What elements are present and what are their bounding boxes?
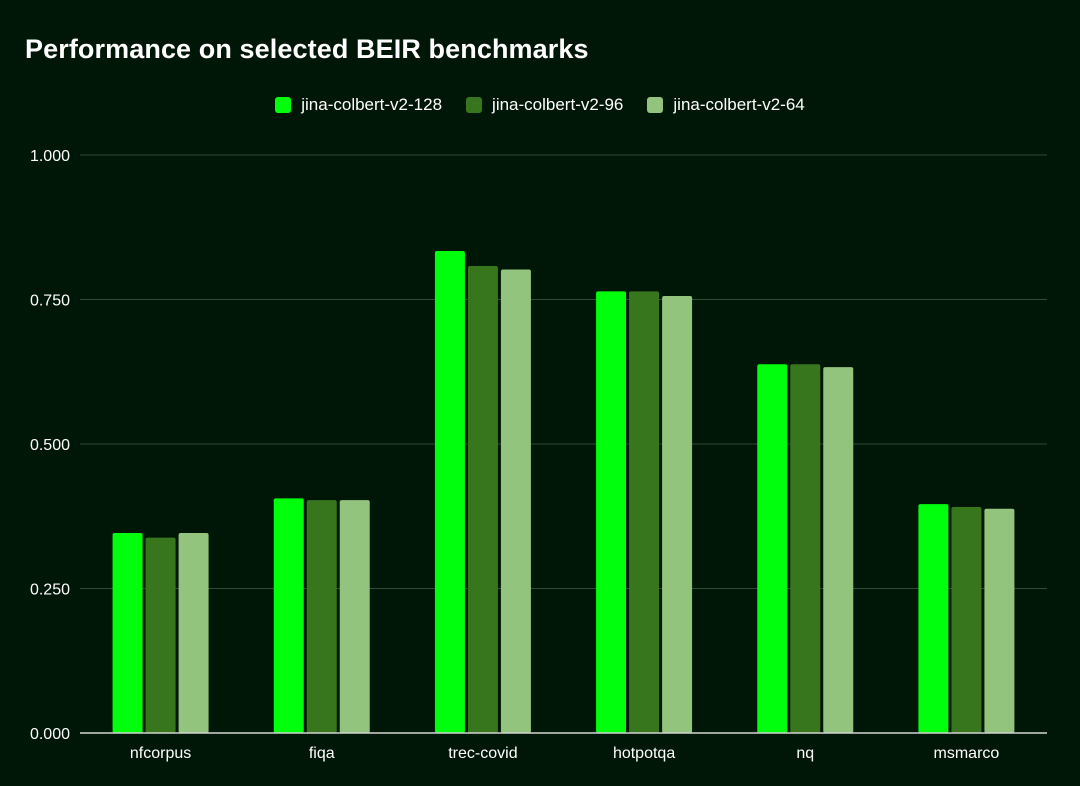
y-tick-label: 0.500 (30, 437, 70, 454)
legend-swatch-64 (647, 97, 664, 113)
chart-title: Performance on selected BEIR benchmarks (25, 34, 589, 64)
bar[interactable] (273, 498, 304, 733)
legend-item-128[interactable]: jina-colbert-v2-128 (275, 95, 442, 115)
x-tick-label: nfcorpus (130, 745, 191, 762)
legend-item-64[interactable]: jina-colbert-v2-64 (647, 95, 805, 115)
y-tick-label: 0.250 (30, 582, 70, 599)
legend-label-128: jina-colbert-v2-128 (301, 95, 443, 114)
bar[interactable] (145, 537, 176, 733)
bar[interactable] (306, 500, 337, 733)
bar[interactable] (662, 296, 693, 733)
y-tick-label: 1.000 (30, 148, 70, 165)
x-tick-label: fiqa (309, 745, 335, 762)
x-tick-label: msmarco (934, 745, 1000, 762)
bar[interactable] (790, 364, 821, 733)
x-tick-label: nq (796, 745, 814, 762)
bar[interactable] (823, 367, 854, 733)
legend-item-96[interactable]: jina-colbert-v2-96 (466, 95, 623, 115)
bar[interactable] (112, 533, 143, 733)
x-tick-label: trec-covid (448, 745, 517, 762)
bar[interactable] (629, 291, 660, 733)
bar[interactable] (500, 269, 531, 733)
legend-label-64: jina-colbert-v2-64 (673, 95, 805, 114)
legend-swatch-128 (275, 97, 292, 113)
x-tick-label: hotpotqa (613, 745, 675, 762)
bar[interactable] (757, 364, 788, 733)
bar[interactable] (434, 250, 465, 733)
bar[interactable] (951, 507, 982, 733)
bar[interactable] (596, 291, 627, 733)
bar[interactable] (984, 508, 1015, 733)
bar[interactable] (918, 504, 949, 733)
bar[interactable] (178, 533, 209, 733)
legend-label-96: jina-colbert-v2-96 (492, 95, 624, 114)
chart-legend: jina-colbert-v2-128 jina-colbert-v2-96 j… (0, 95, 1080, 115)
y-tick-label: 0.750 (30, 293, 70, 310)
bar[interactable] (339, 500, 370, 733)
legend-swatch-96 (466, 97, 483, 113)
y-tick-label: 0.000 (30, 726, 70, 743)
bar[interactable] (467, 265, 498, 733)
